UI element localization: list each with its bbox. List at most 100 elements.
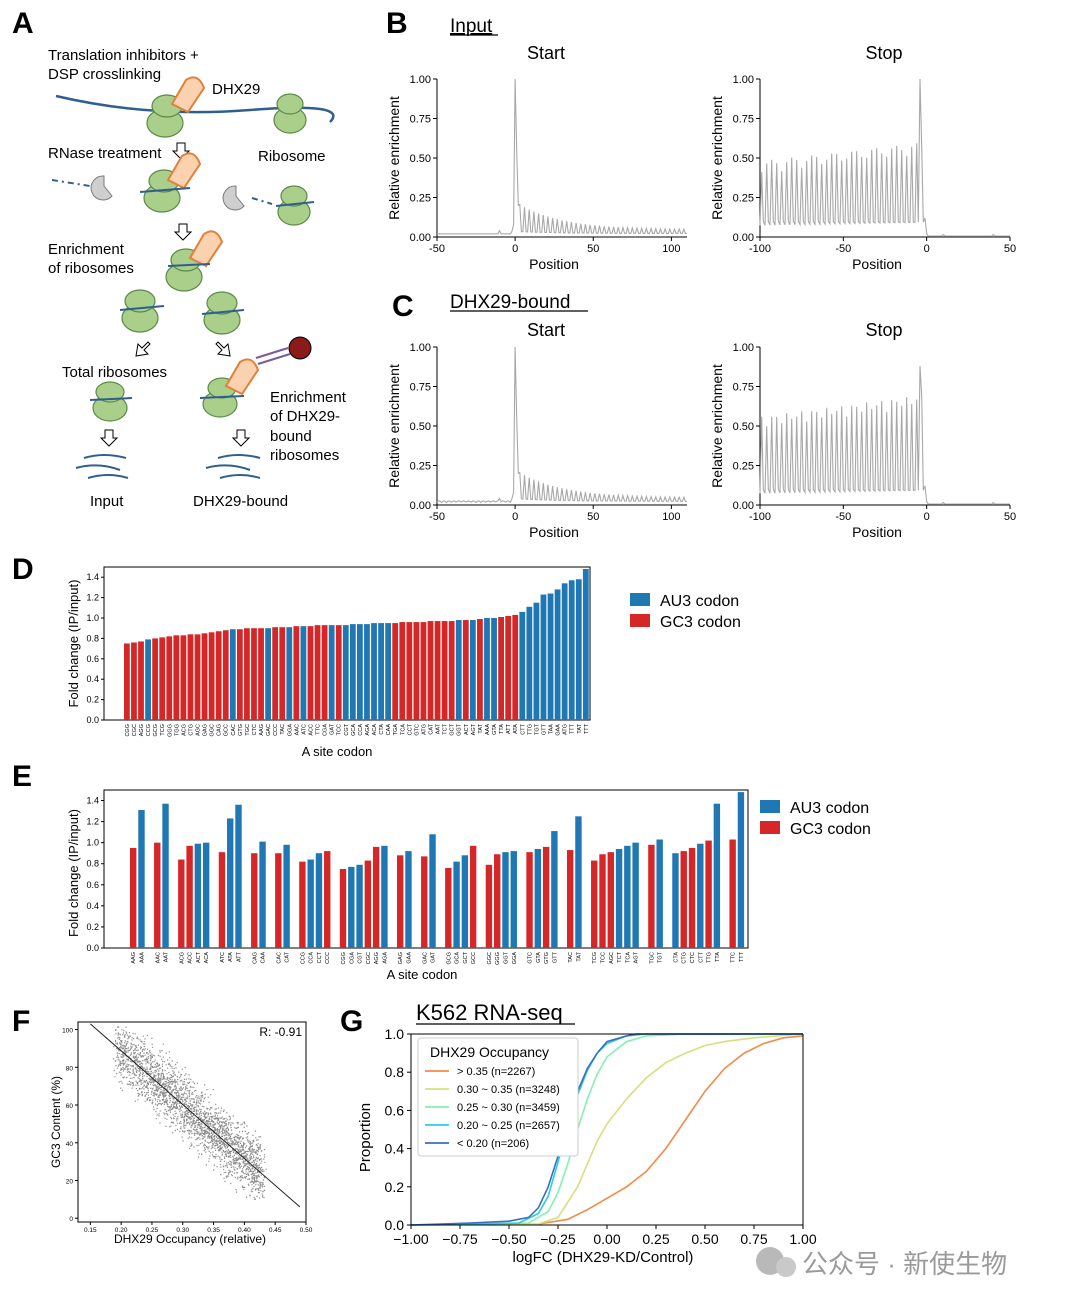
- x-tick-label: CAT: [429, 723, 435, 734]
- y-tick-label: 60: [66, 1103, 74, 1110]
- y-tick-label: 0.00: [733, 232, 754, 244]
- x-tick-label: 0: [512, 243, 518, 255]
- x-tick-label: AAA: [139, 952, 145, 963]
- x-tick-label: -50: [429, 243, 445, 255]
- bar: [697, 843, 704, 948]
- bar: [227, 818, 234, 948]
- enrich-bound-text-2: of DHX29-: [270, 408, 340, 425]
- x-tick-label: AGA: [382, 952, 388, 964]
- bar: [484, 618, 490, 720]
- x-tick-label: CGG: [125, 724, 131, 737]
- y-tick-label: 1.0: [385, 1026, 405, 1042]
- bar: [244, 628, 250, 720]
- y-tick-label: 0.6: [385, 1102, 405, 1118]
- x-tick-label: TCT: [617, 951, 623, 962]
- x-tick-label: ATC: [301, 724, 307, 735]
- bar: [575, 579, 582, 720]
- bar: [615, 848, 623, 948]
- x-tick-label: CCC: [273, 724, 279, 736]
- x-tick-label: 0.50: [691, 1231, 718, 1247]
- bar: [286, 627, 293, 720]
- x-tick-label: CTA: [673, 952, 679, 963]
- x-tick-label: CCA: [309, 952, 315, 964]
- bar: [505, 615, 512, 720]
- bar: [208, 632, 215, 720]
- bar: [364, 624, 370, 720]
- enrichment-line: [437, 78, 687, 235]
- bar: [392, 623, 399, 720]
- panel-letter-b: B: [386, 7, 408, 40]
- x-tick-label: GTC: [528, 952, 534, 964]
- y-tick-label: 0.00: [410, 232, 431, 244]
- y-tick-label: 0.00: [410, 500, 431, 512]
- y-tick-label: 1.4: [86, 796, 99, 806]
- x-tick-label: CTT: [520, 723, 526, 734]
- bar: [498, 616, 505, 720]
- series-line: [410, 1033, 803, 1226]
- bar: [194, 634, 201, 720]
- x-tick-label: AGC: [196, 724, 202, 736]
- y-axis-label: GC3 Content (%): [49, 1076, 63, 1168]
- x-tick-label: GCA: [455, 952, 461, 964]
- diagonal-arrow-icon: [215, 341, 231, 357]
- dhx29-icon: [166, 152, 202, 190]
- x-tick-label: AAG: [131, 952, 137, 964]
- x-tick-label: CGC: [366, 952, 372, 964]
- x-tick-label: GTG: [238, 724, 244, 736]
- x-tick-label: CTG: [188, 724, 194, 736]
- bar: [299, 861, 306, 948]
- legend-label: 0.30 ~ 0.35 (n=3248): [457, 1084, 560, 1096]
- correlation-annotation: R: -0.91: [259, 1025, 302, 1039]
- x-tick-label: 50: [1004, 243, 1016, 255]
- bar: [540, 594, 547, 720]
- x-tick-label: ATA: [513, 724, 519, 734]
- panel-c-stop-title: Stop: [865, 320, 902, 340]
- metagene-plot-b-start: 0.00 0.25 0.50 0.75 1.00 -50 0 50 100 Position Rel…: [386, 74, 687, 272]
- x-tick-label: CAA: [261, 952, 267, 964]
- mrna-strand: [55, 94, 335, 123]
- y-tick-label: 1.0: [86, 838, 99, 848]
- bar: [159, 637, 166, 720]
- x-tick-label: -50: [835, 511, 851, 523]
- y-tick-label: 1.00: [733, 342, 754, 354]
- panel-b-title: Input: [450, 16, 493, 37]
- wechat-icon: [776, 1257, 796, 1277]
- antibody-icon: [255, 347, 291, 365]
- x-tick-label: GAC: [422, 952, 428, 964]
- x-tick-label: GTA: [536, 952, 542, 963]
- enrich-bound-text-1: Enrichment: [270, 389, 347, 406]
- panel-g: G K562 RNA-seq 0.0 0.2 0.4 0.6 0.8 1.0 −1.00 −0.…: [340, 1000, 817, 1266]
- x-tick-label: ACT: [464, 723, 470, 735]
- dhx29-icon: [188, 230, 224, 268]
- bar: [469, 620, 476, 720]
- bar: [201, 633, 208, 720]
- x-axis-label: logFC (DHX29-KD/Control): [513, 1249, 694, 1266]
- input-label: Input: [90, 493, 124, 510]
- x-tick-label: CAT: [285, 951, 291, 962]
- bar: [705, 840, 712, 948]
- x-tick-label: 0: [924, 243, 930, 255]
- bar: [448, 621, 455, 720]
- x-tick-label: GCC: [471, 952, 477, 964]
- bar: [349, 624, 356, 720]
- legend-label: < 0.20 (n=206): [457, 1138, 529, 1150]
- bar: [526, 606, 533, 720]
- x-tick-label: TAT: [577, 723, 583, 733]
- bar: [186, 845, 193, 948]
- bar: [272, 627, 279, 720]
- x-tick-label: ATG: [421, 724, 427, 735]
- bar: [494, 854, 501, 948]
- bar: [279, 627, 286, 720]
- mrna-fragment: [89, 397, 133, 401]
- x-tick-label: TTA: [499, 724, 505, 734]
- y-axis-label: Fold change (IP/input): [66, 580, 81, 708]
- x-tick-label: GGG: [495, 952, 501, 965]
- legend-box: [417, 1037, 579, 1157]
- bar: [399, 622, 406, 720]
- y-tick-label: 0.25: [410, 193, 431, 205]
- x-tick-label: 0.30: [176, 1227, 189, 1234]
- y-tick-label: 0.4: [385, 1141, 405, 1157]
- bar: [672, 853, 679, 948]
- x-tick-label: -50: [429, 511, 445, 523]
- bar: [575, 816, 582, 948]
